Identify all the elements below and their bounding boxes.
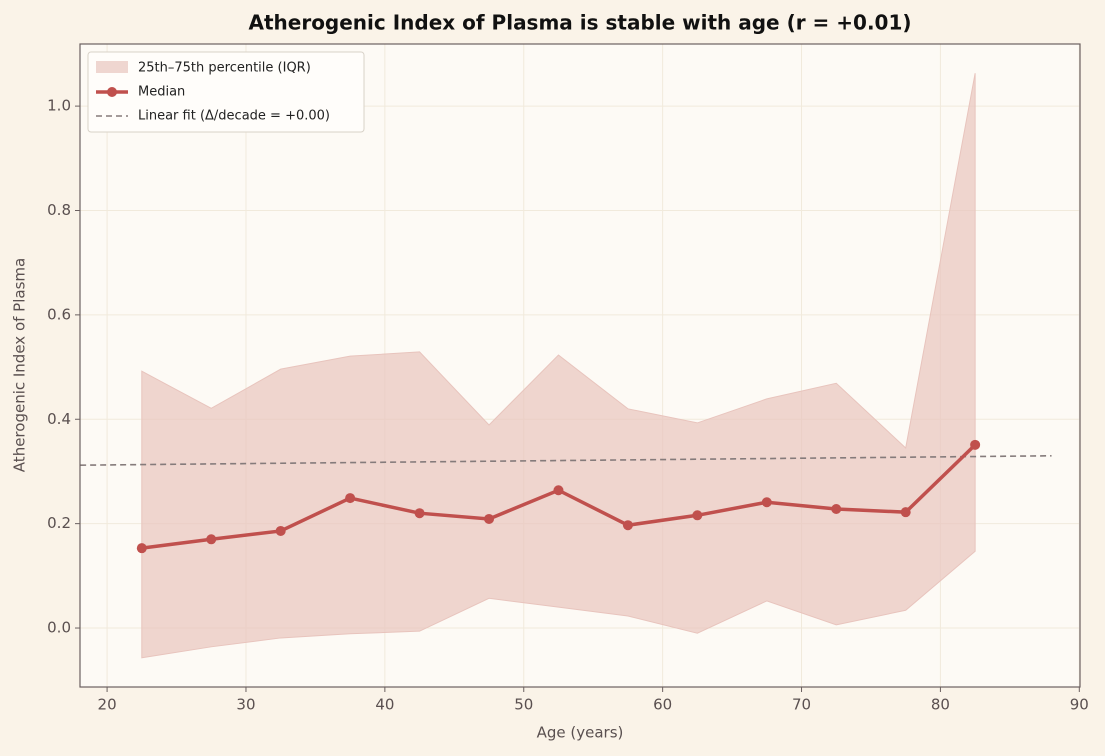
y-tick-label: 1.0 <box>47 97 71 115</box>
median-point <box>206 534 217 545</box>
legend-label: Linear fit (Δ/decade = +0.00) <box>138 109 330 124</box>
median-point <box>900 507 911 518</box>
x-tick-label: 20 <box>98 696 117 714</box>
x-axis-label: Age (years) <box>537 724 624 742</box>
median-point <box>553 485 564 496</box>
legend-swatch <box>96 61 128 73</box>
median-point <box>692 510 703 521</box>
median-point <box>761 497 772 508</box>
x-tick-label: 40 <box>375 696 394 714</box>
fit-line <box>80 454 1052 466</box>
plot-frame <box>79 43 1081 688</box>
median-point <box>345 493 356 504</box>
median-point <box>831 504 842 515</box>
y-tick-label: 0.2 <box>47 514 71 532</box>
median-point <box>484 513 495 524</box>
legend-swatch <box>107 87 117 97</box>
y-tick-label: 0.4 <box>47 410 71 428</box>
x-tick-label: 30 <box>236 696 255 714</box>
chart-title: Atherogenic Index of Plasma is stable wi… <box>248 11 911 35</box>
legend-label: 25th–75th percentile (IQR) <box>138 61 311 76</box>
median-point <box>970 439 981 450</box>
y-tick-label: 0.6 <box>47 305 71 323</box>
x-tick-label: 60 <box>653 696 672 714</box>
x-tick-label: 70 <box>792 696 811 714</box>
median-point <box>414 508 425 519</box>
iqr-band <box>141 73 976 659</box>
median-point <box>622 520 633 531</box>
legend-label: Median <box>138 85 185 100</box>
x-tick-label: 50 <box>514 696 533 714</box>
y-tick-label: 0.0 <box>47 619 71 637</box>
x-tick-label: 90 <box>1070 696 1089 714</box>
median-point <box>136 543 147 554</box>
y-tick-label: 0.8 <box>47 201 71 219</box>
y-axis-label: Atherogenic Index of Plasma <box>11 258 29 472</box>
median-point <box>275 525 286 536</box>
legend-box <box>87 51 365 133</box>
x-tick-label: 80 <box>931 696 950 714</box>
